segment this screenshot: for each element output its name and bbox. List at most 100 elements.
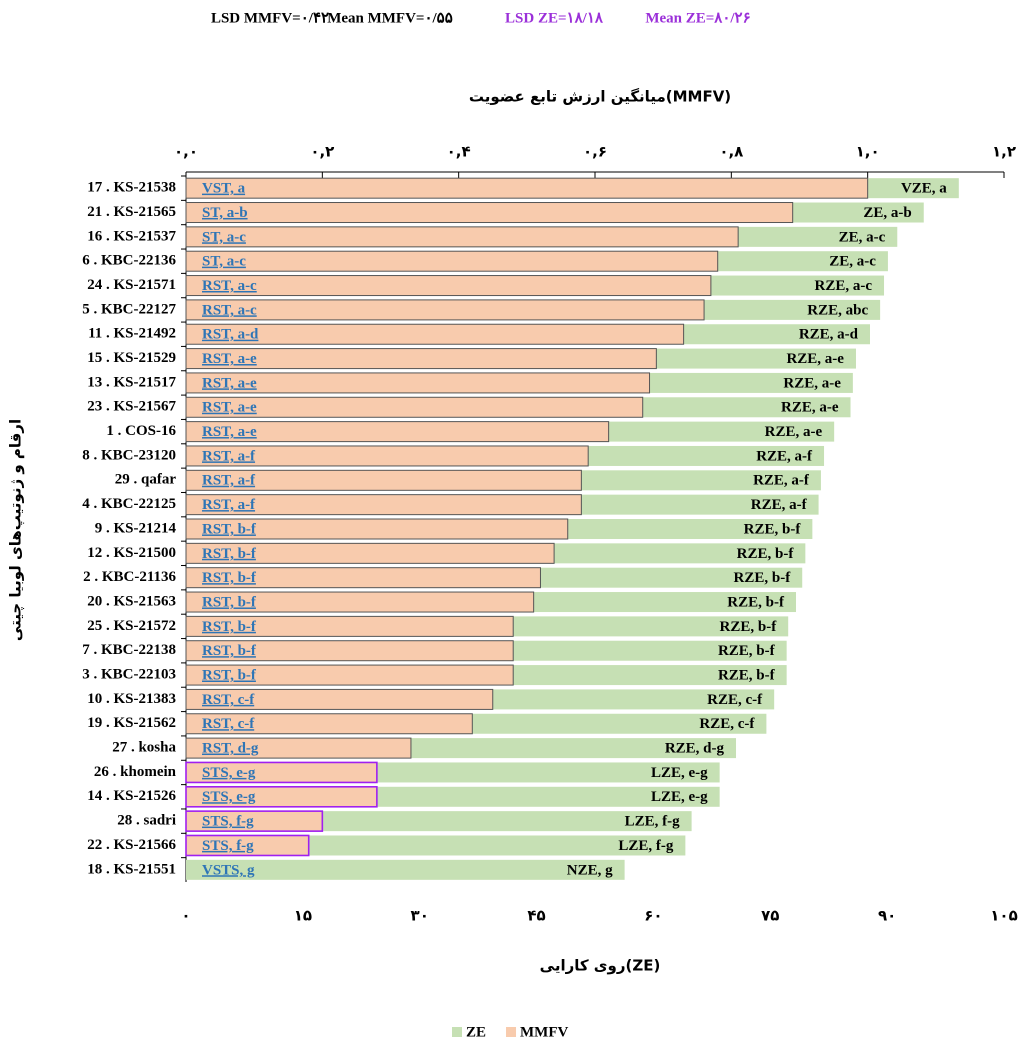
data-label: RZE, b-f [744,521,802,537]
x-tick-label: ۳۰ [411,907,429,925]
legend-swatch [452,1027,462,1037]
y-tick-label: 8 . KBC-23120 [82,447,176,463]
y-tick-label: 12 . KS-21500 [87,545,176,561]
y-tick-label: 28 . sadri [117,813,176,829]
y-tick-label: 9 . KS-21214 [95,520,177,536]
data-label: RZE, a-f [753,473,810,489]
bar [185,202,794,224]
legend-label: ZE [466,1024,486,1040]
y-tick-label: 2 . KBC-21136 [83,569,176,585]
data-label: RZE, c-f [707,692,763,708]
data-label: RZE, b-f [718,643,776,659]
legend-swatch [506,1027,517,1037]
annotation: LSD MMFV=۰/۴۲ [211,10,329,26]
data-label: RST, b-f [202,521,257,537]
data-label: RZE, a-e [786,351,844,367]
y-tick-label: 20 . KS-21563 [87,593,176,609]
y-tick-label: 6 . KBC-22136 [82,253,176,269]
bar [185,567,541,589]
bar [185,688,494,710]
data-label: RST, a-c [202,278,257,294]
y-tick-label: 21 . KS-21565 [87,204,176,220]
y-tick-label: 7 . KBC-22138 [82,642,176,658]
data-label: RST, a-f [202,448,256,464]
bar [185,713,473,735]
bar [185,615,514,637]
data-label: RST, b-f [202,546,257,562]
bar [185,177,869,199]
data-label: RZE, a-d [799,327,859,343]
data-label: RZE, a-e [783,375,841,391]
data-label: RST, c-f [202,692,255,708]
bar [185,275,712,297]
x-tick-label: ۹۰ [878,907,896,925]
x-tick-label: ۷۵ [761,907,779,925]
y-tick-label: 24 . KS-21571 [87,277,176,293]
data-label: NZE, g [567,862,613,878]
data-label: LZE, f-g [625,814,681,830]
data-label: RST, a-c [202,302,257,318]
data-label: RST, a-e [202,400,257,416]
y-tick-label: 18 . KS-21551 [87,861,176,877]
y-tick-label: 19 . KS-21562 [87,715,176,731]
x2-tick-label: ۱,۲ [992,143,1016,161]
data-label: RZE, d-g [665,741,725,757]
bar [185,810,324,832]
data-label: RZE, b-f [737,546,795,562]
y-tick-label: 3 . KBC-22103 [82,667,176,683]
x2-tick-label: ۰,۴ [447,143,471,161]
y-tick-label: 17 . KS-21538 [87,180,176,196]
bar [185,323,685,345]
annotation: Mean MMFV=۰/۵۵ [327,10,453,26]
data-label: RZE, abc [807,302,868,318]
bar [185,348,657,370]
data-label: RZE, a-e [781,400,839,416]
y-tick-label: 1 . COS-16 [106,423,176,439]
data-label: RST, c-f [202,716,255,732]
data-label: RST, b-f [202,643,257,659]
bar [185,542,555,564]
x2-axis-title: میانگین ارزش تابع عضویت(MMFV) [469,88,731,106]
x2-tick-label: ۰,۸ [719,143,743,161]
y-axis-title: ارقام و ژنوتیپ‌های لوبیا چیتی [7,419,26,641]
data-label: RST, a-f [202,497,256,513]
bar [186,859,625,880]
data-label: VST, a [202,181,246,197]
y-tick-label: 5 . KBC-22127 [82,301,176,317]
data-label: RZE, a-f [756,448,813,464]
data-label: RZE, b-f [718,668,776,684]
bar [185,445,589,467]
x2-tick-label: ۰,۶ [583,143,607,161]
x2-tick-label: ۰,۰ [174,143,198,161]
x2-tick-label: ۱,۰ [856,143,880,161]
data-label: RST, b-f [202,668,257,684]
bar [185,834,310,857]
bar [185,250,719,272]
bar [185,640,514,662]
data-label: RZE, c-f [699,716,755,732]
data-label: RST, a-d [202,327,259,343]
data-label: STS, e-g [202,789,256,805]
annotation: LSD ZE=۱۸/۱۸ [505,10,604,26]
data-label: RZE, a-f [751,497,808,513]
data-label: ST, a-c [202,229,246,245]
bar [185,664,514,686]
data-label: RZE, b-f [727,594,785,610]
y-tick-label: 13 . KS-21517 [87,374,176,390]
y-tick-label: 23 . KS-21567 [87,399,176,415]
data-label: RST, b-f [202,619,257,635]
data-label: RST, a-f [202,473,256,489]
legend-label: MMFV [520,1024,568,1040]
x-tick-label: ۱۰۵ [990,907,1017,925]
data-label: STS, e-g [202,765,256,781]
x-tick-label: ۱۵ [294,907,312,925]
data-label: LZE, e-g [651,765,708,781]
y-tick-label: 14 . KS-21526 [87,788,176,804]
y-tick-label: 26 . khomein [94,764,177,780]
bar [185,737,412,759]
bar [185,372,651,394]
bar [186,835,686,856]
data-label: RST, a-e [202,375,257,391]
x-axis-title: روی کارایی(ZE) [540,957,661,975]
